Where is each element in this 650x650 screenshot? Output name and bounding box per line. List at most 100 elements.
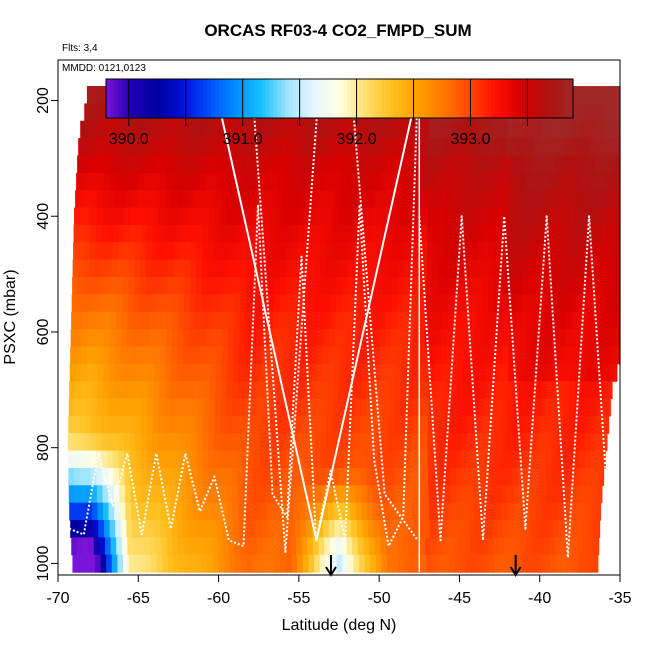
curtain-cell — [338, 207, 345, 226]
curtain-cell — [596, 207, 603, 226]
curtain-cell — [394, 485, 401, 504]
curtain-cell — [603, 86, 611, 104]
colorbar-segment — [495, 79, 500, 118]
curtain-cell — [171, 346, 178, 365]
curtain-cell — [614, 363, 618, 382]
curtain-cell — [468, 502, 475, 521]
curtain-cell — [332, 467, 339, 486]
colorbar-segment — [234, 79, 239, 118]
colorbar-segment — [164, 79, 169, 118]
curtain-cell — [123, 242, 130, 261]
curtain-cell — [584, 433, 592, 452]
curtain-cell — [563, 381, 571, 400]
curtain-cell — [158, 467, 165, 486]
curtain-cell — [512, 398, 519, 417]
curtain-cell — [567, 259, 574, 278]
curtain-cell — [105, 294, 112, 313]
curtain-cell — [388, 207, 395, 226]
curtain-cell — [367, 190, 374, 209]
curtain-cell — [495, 224, 502, 243]
curtain-cell — [292, 242, 299, 261]
curtain-cell — [114, 190, 121, 209]
curtain-cell — [175, 120, 182, 139]
curtain-cell — [607, 207, 615, 226]
curtain-cell — [564, 363, 571, 382]
curtain-cell — [153, 502, 160, 521]
curtain-cell — [124, 398, 132, 417]
curtain-cell — [428, 467, 435, 486]
curtain-cell — [282, 120, 289, 139]
curtain-cell — [294, 190, 301, 209]
curtain-cell — [561, 276, 568, 295]
curtain-cell — [172, 311, 179, 330]
curtain-cell — [353, 554, 360, 573]
curtain-cell — [537, 537, 544, 556]
curtain-cell — [486, 346, 493, 365]
curtain-cell — [558, 190, 565, 209]
curtain-cell — [256, 537, 263, 556]
curtain-cell — [192, 467, 199, 486]
curtain-cell — [357, 537, 365, 556]
curtain-cell — [294, 363, 301, 382]
curtain-cell — [215, 502, 222, 521]
curtain-cell — [124, 224, 131, 243]
curtain-cell — [337, 242, 344, 261]
curtain-cell — [472, 242, 479, 261]
curtain-cell — [421, 259, 428, 278]
curtain-cell — [392, 138, 400, 157]
curtain-cell — [594, 155, 601, 174]
curtain-cell — [440, 190, 447, 209]
curtain-cell — [475, 172, 482, 191]
colorbar-segment — [475, 79, 481, 118]
curtain-cell — [391, 311, 398, 330]
curtain-cell — [610, 329, 617, 348]
curtain-cell — [347, 138, 355, 157]
curtain-cell — [498, 294, 505, 313]
curtain-cell — [492, 537, 499, 556]
curtain-cell — [457, 363, 464, 382]
curtain-cell — [605, 294, 612, 313]
curtain-cell — [221, 346, 229, 365]
curtain-cell — [543, 311, 550, 330]
curtain-cell — [422, 398, 430, 417]
curtain-cell — [617, 138, 621, 157]
curtain-cell — [151, 259, 158, 278]
curtain-cell — [230, 433, 237, 452]
curtain-cell — [368, 172, 375, 191]
curtain-cell — [300, 520, 307, 538]
curtain-cell — [187, 502, 194, 521]
curtain-cell — [415, 138, 422, 157]
curtain-cell — [534, 415, 541, 434]
curtain-cell — [408, 311, 415, 330]
curtain-cell — [373, 520, 380, 538]
curtain-cell — [218, 259, 225, 278]
curtain-cell — [525, 520, 532, 538]
curtain-cell — [238, 520, 246, 538]
curtain-cell — [371, 467, 379, 486]
curtain-cell — [314, 138, 321, 157]
curtain-cell — [198, 502, 205, 521]
curtain-cell — [557, 207, 564, 226]
curtain-cell — [132, 329, 139, 348]
curtain-cell — [534, 450, 541, 469]
curtain-cell — [89, 138, 96, 157]
curtain-cell — [243, 120, 250, 139]
curtain-cell — [468, 190, 475, 209]
curtain-cell — [381, 554, 388, 573]
curtain-cell — [285, 294, 292, 313]
curtain-cell — [459, 155, 466, 174]
curtain-cell — [295, 329, 302, 348]
dates-annotation: MMDD: 0121,0123 — [62, 63, 146, 74]
curtain-cell — [588, 537, 595, 556]
colorbar-segment — [129, 79, 134, 118]
curtain-cell — [209, 398, 216, 417]
curtain-cell — [485, 502, 492, 521]
curtain-cell — [578, 242, 586, 261]
curtain-cell — [581, 86, 588, 104]
colorbar-segment — [339, 79, 344, 118]
curtain-cell — [325, 242, 333, 261]
curtain-cell — [146, 433, 153, 452]
curtain-cell — [454, 554, 461, 573]
curtain-cell — [265, 207, 272, 226]
curtain-cell — [346, 155, 354, 174]
